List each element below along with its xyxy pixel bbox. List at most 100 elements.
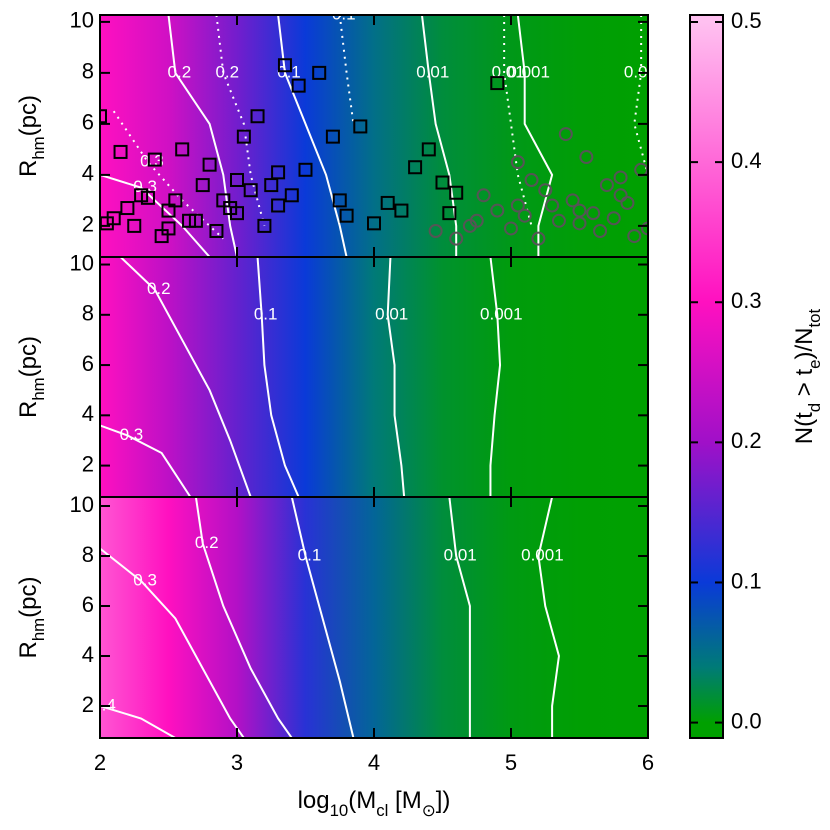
y-tick-label: 4 — [82, 161, 94, 186]
contour-line — [100, 547, 245, 738]
label-part: log — [298, 787, 330, 814]
contour-line — [167, 15, 238, 257]
label-part: ⊙ — [422, 801, 436, 820]
point — [593, 223, 608, 238]
field — [100, 257, 648, 497]
colorbar — [689, 14, 724, 739]
point — [168, 193, 183, 208]
point — [277, 58, 292, 73]
point — [223, 201, 238, 216]
label-part: > t — [791, 369, 818, 403]
point — [490, 203, 505, 218]
label-part: R — [15, 401, 42, 418]
point — [120, 201, 135, 216]
contour-label: 0.1 — [298, 545, 322, 564]
point — [504, 221, 518, 236]
colorbar-tick-label: 0.5 — [731, 8, 762, 33]
point — [353, 119, 368, 134]
contour-line — [194, 497, 293, 738]
point — [449, 231, 464, 246]
point — [230, 172, 244, 187]
y-tick-label: 4 — [82, 401, 94, 426]
point — [140, 190, 155, 205]
y-tick-label: 8 — [82, 301, 94, 326]
y-axis-label: Rhm(pc) — [15, 577, 48, 659]
point — [462, 218, 477, 233]
x-tick-label: 6 — [642, 750, 654, 775]
point — [517, 208, 532, 223]
y-tick-label: 2 — [82, 451, 94, 476]
contour-label: 0.01 — [416, 62, 449, 81]
panel: 0.4 0.3 0.2 0.1 0.01 0.001 — [92, 497, 648, 738]
point — [565, 193, 580, 208]
label-part: (pc) — [15, 336, 42, 377]
point — [209, 223, 224, 238]
contour-label: 0.1 — [332, 4, 356, 23]
label-part: tot — [805, 308, 824, 327]
point — [510, 198, 525, 213]
point — [551, 213, 566, 228]
point — [257, 218, 272, 233]
label-part: d — [805, 403, 824, 412]
point — [182, 213, 197, 228]
contour-line — [119, 257, 252, 497]
contour-line — [215, 15, 266, 227]
point — [599, 178, 614, 193]
contour-label: 0.2 — [168, 62, 192, 81]
point — [195, 178, 210, 193]
y-tick-label: 4 — [82, 642, 94, 667]
point — [161, 221, 176, 236]
contour-line — [420, 15, 458, 257]
point — [613, 188, 628, 203]
label-part: (M — [348, 787, 376, 814]
point — [113, 144, 128, 159]
point — [545, 198, 560, 213]
point — [147, 152, 162, 167]
x-tick-label: 4 — [368, 750, 380, 775]
contour-line — [256, 257, 300, 497]
contour-label: 0.001 — [624, 62, 667, 81]
contour-line — [386, 257, 406, 497]
y-tick-label: 2 — [82, 212, 94, 237]
contour-line — [448, 497, 471, 738]
point — [613, 170, 628, 185]
point — [291, 78, 306, 93]
point — [620, 195, 635, 210]
point — [421, 142, 436, 157]
contour-line — [100, 424, 192, 497]
point — [394, 203, 409, 218]
colorbar-tick-label: 0.0 — [731, 708, 762, 733]
point — [531, 231, 546, 246]
point — [202, 157, 217, 172]
label-part: cl — [376, 801, 388, 820]
point — [312, 65, 327, 80]
point — [127, 218, 142, 233]
y-tick-label: 8 — [82, 542, 94, 567]
point — [606, 211, 621, 226]
point — [435, 175, 450, 190]
contour-label: 0.001 — [480, 304, 523, 323]
panel: 0.3 0.2 0.1 0.01 0.001 — [100, 257, 648, 497]
contour-line — [516, 15, 554, 257]
y-tick-label: 2 — [82, 692, 94, 717]
contour-label: 0.4 — [92, 695, 116, 714]
point — [538, 183, 553, 198]
contour-label: 0.2 — [195, 533, 219, 552]
point — [271, 165, 286, 180]
point — [490, 76, 505, 91]
point — [524, 172, 539, 187]
y-tick-label: 6 — [82, 351, 94, 376]
colorbar-tick-label: 0.2 — [731, 428, 762, 453]
y-tick-label: 6 — [82, 110, 94, 135]
colorbar-tick-label: 0.4 — [731, 148, 762, 173]
point — [428, 223, 443, 238]
point — [572, 203, 587, 218]
y-tick-label: 10 — [70, 492, 94, 517]
colorbar-tick-label: 0.3 — [731, 288, 762, 313]
colorbar-tick-label: 0.1 — [731, 568, 762, 593]
contour-line — [290, 497, 355, 738]
point — [408, 160, 423, 175]
point — [236, 129, 251, 144]
contour-label: 0.3 — [133, 570, 157, 589]
